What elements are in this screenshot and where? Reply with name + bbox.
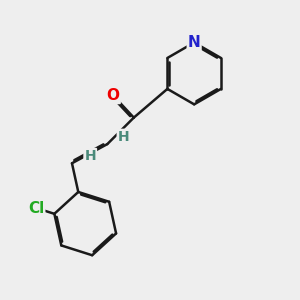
- Text: H: H: [84, 149, 96, 163]
- Text: Cl: Cl: [28, 200, 44, 215]
- Text: O: O: [107, 88, 120, 103]
- Text: N: N: [188, 35, 200, 50]
- Text: H: H: [118, 130, 129, 144]
